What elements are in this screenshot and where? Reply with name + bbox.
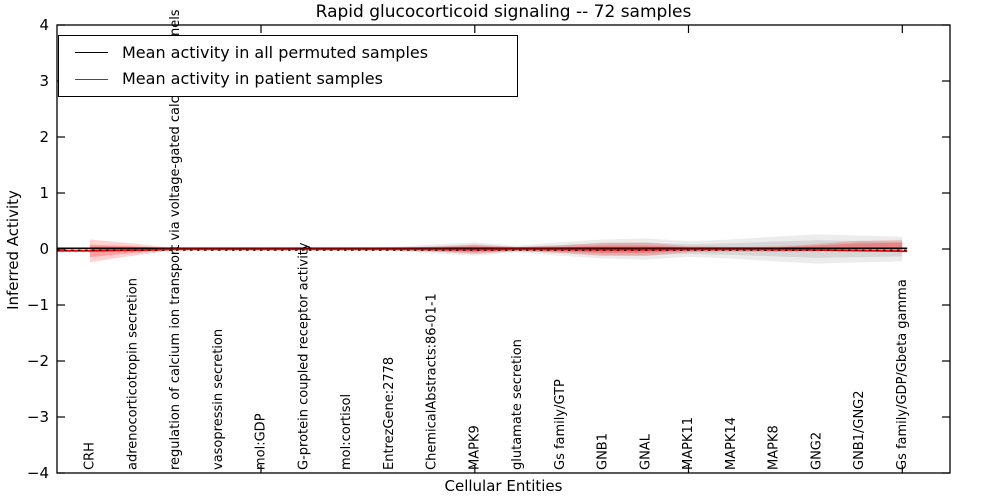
legend-line-patient-icon bbox=[75, 78, 108, 80]
x-category-label: MAPK11 bbox=[681, 417, 696, 470]
y-axis-title: Inferred Activity bbox=[4, 190, 22, 310]
y-tick-label: −2 bbox=[27, 352, 49, 370]
y-tick-label: 1 bbox=[39, 184, 49, 202]
legend: Mean activity in all permuted samples Me… bbox=[58, 35, 518, 97]
x-category-label: MAPK14 bbox=[724, 417, 739, 470]
y-tick-label: −1 bbox=[27, 296, 49, 314]
x-category-label: GNAL bbox=[638, 433, 653, 470]
x-category-label: mol:GDP bbox=[254, 413, 269, 470]
x-category-label: mol:cortisol bbox=[339, 394, 354, 470]
x-category-label: MAPK9 bbox=[467, 425, 482, 470]
x-category-label: MAPK8 bbox=[767, 425, 782, 470]
y-tick-label: 3 bbox=[39, 72, 49, 90]
y-tick-label: 4 bbox=[39, 16, 49, 34]
x-category-label: adrenocorticotropin secretion bbox=[125, 278, 140, 470]
x-category-label: GNB1 bbox=[596, 433, 611, 470]
x-category-label: vasopressin secretion bbox=[211, 329, 226, 470]
x-category-label: CRH bbox=[83, 442, 98, 470]
x-category-label: GNB1/GNG2 bbox=[852, 390, 867, 470]
chart-title: Rapid glucocorticoid signaling -- 72 sam… bbox=[315, 2, 692, 22]
x-category-label: ChemicalAbstracts:86-01-1 bbox=[425, 293, 440, 470]
y-tick-label: 0 bbox=[39, 240, 49, 258]
y-tick-label: 2 bbox=[39, 128, 49, 146]
legend-label-permuted: Mean activity in all permuted samples bbox=[122, 42, 429, 62]
line-patient-mean bbox=[57, 248, 908, 253]
x-category-label: glutamate secretion bbox=[510, 339, 525, 470]
x-category-label: regulation of calcium ion transport via … bbox=[168, 9, 183, 470]
legend-label-patient: Mean activity in patient samples bbox=[122, 69, 383, 89]
x-category-label: G-protein coupled receptor activity bbox=[296, 242, 311, 470]
legend-entry-patient: Mean activity in patient samples bbox=[59, 67, 517, 91]
band-patient-samples-spread bbox=[90, 239, 903, 263]
legend-line-permuted-icon bbox=[75, 52, 108, 54]
x-category-label: Gs family/GTP bbox=[553, 379, 568, 470]
y-tick-label: −4 bbox=[27, 464, 49, 482]
legend-entry-permuted: Mean activity in all permuted samples bbox=[59, 41, 517, 65]
x-axis-title: Cellular Entities bbox=[444, 477, 563, 495]
x-category-label: GNG2 bbox=[809, 432, 824, 470]
y-tick-label: −3 bbox=[27, 408, 49, 426]
x-category-label: Gs family/GDP/Gbeta gamma bbox=[895, 279, 910, 470]
x-category-label: EntrezGene:2778 bbox=[382, 357, 397, 470]
